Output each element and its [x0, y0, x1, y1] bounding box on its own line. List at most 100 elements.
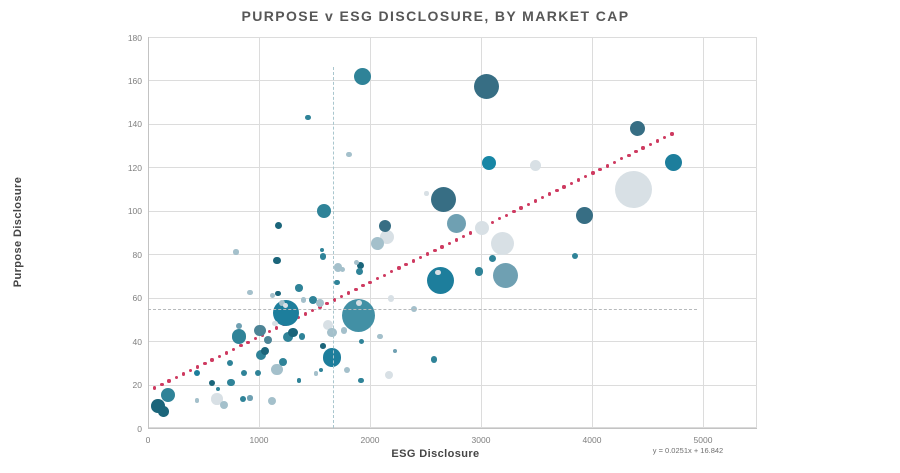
bubble	[572, 253, 579, 260]
y-tick-label: 160	[127, 75, 142, 86]
bubble	[319, 247, 325, 253]
trendline-dot	[181, 372, 186, 376]
trendline-dot	[311, 308, 315, 313]
bubble	[275, 290, 281, 296]
y-tick-label: 100	[127, 206, 142, 217]
trendline-dot	[548, 192, 552, 196]
bubble	[481, 155, 496, 170]
gridline-horizontal	[148, 341, 757, 343]
bubble	[227, 378, 235, 387]
bubble	[491, 231, 515, 255]
bubble	[358, 377, 364, 383]
x-axis-title: ESG Disclosure	[391, 448, 480, 460]
bubble	[575, 206, 593, 224]
gridline-horizontal	[148, 167, 757, 169]
bubble	[271, 363, 283, 376]
trendline-dot	[634, 150, 638, 154]
gridline-horizontal	[148, 384, 757, 386]
gridline-horizontal	[148, 254, 757, 256]
bubble	[254, 369, 262, 377]
x-axis-line	[148, 428, 757, 429]
trendline-dot	[641, 146, 645, 150]
bubble	[247, 289, 253, 295]
trendline-dot	[526, 202, 530, 207]
gridline-horizontal	[148, 80, 757, 82]
y-tick-label: 20	[132, 380, 142, 391]
trendline-dot	[591, 171, 595, 175]
trendline-dot	[325, 301, 329, 306]
trendline-dot	[648, 142, 653, 147]
trendline-equation-label: y = 0.0251x + 16.842	[652, 446, 724, 455]
bubble	[327, 327, 337, 337]
gridline-vertical	[370, 37, 371, 428]
bubble	[295, 284, 303, 292]
y-tick-label: 140	[127, 119, 142, 130]
vertical-reference-line	[332, 67, 334, 428]
trendline-dot	[354, 287, 358, 292]
bubble	[239, 395, 247, 403]
x-tick-label: 5000	[693, 435, 713, 445]
bubble	[435, 269, 441, 276]
x-tick-label: 1000	[249, 435, 269, 445]
trendline-dot	[346, 291, 351, 295]
bubble	[377, 334, 383, 340]
trendline-dot	[461, 234, 466, 239]
trendline-dot	[361, 284, 365, 288]
trendline-dot	[490, 220, 494, 224]
horizontal-reference-line	[148, 308, 698, 310]
bubble	[309, 295, 318, 304]
trendline-dot	[598, 167, 602, 172]
bubble	[233, 249, 239, 255]
bubble	[317, 203, 332, 218]
bubble	[226, 359, 234, 367]
trendline-dot	[433, 248, 437, 253]
trendline-dot	[655, 139, 660, 143]
trendline-dot	[619, 157, 624, 161]
bubble	[322, 348, 342, 367]
trendline-dot	[404, 262, 408, 267]
bubble	[320, 343, 326, 349]
bubble	[278, 300, 285, 307]
bubble	[241, 370, 247, 377]
bubble	[446, 214, 466, 234]
trendline-dot	[152, 386, 157, 390]
bubble	[615, 170, 653, 208]
bubble	[282, 331, 293, 342]
trendline-dot	[555, 188, 559, 193]
bubble	[283, 302, 289, 308]
bubble	[278, 357, 287, 366]
bubble	[269, 293, 275, 298]
gridline-horizontal	[148, 297, 757, 299]
trendline-dot	[174, 375, 178, 380]
bubble	[160, 387, 175, 402]
trendline-dot	[253, 337, 257, 341]
gridline-vertical	[259, 37, 260, 428]
trendline-dot	[167, 379, 171, 383]
trendline-dot	[562, 185, 566, 189]
bubble	[235, 322, 243, 330]
x-tick-label: 4000	[582, 435, 602, 445]
trendline-dot	[188, 368, 193, 373]
bubble	[424, 191, 429, 196]
trendline-dot	[368, 280, 372, 284]
bubble	[340, 326, 348, 334]
trendline-dot	[217, 354, 221, 359]
bubble	[194, 398, 200, 403]
bubble	[489, 255, 497, 263]
x-tick-label: 0	[145, 435, 151, 445]
bubble	[474, 267, 484, 276]
bubble	[267, 396, 276, 405]
bubble	[209, 380, 216, 387]
trendline-dot	[670, 132, 674, 136]
trendline-dot	[569, 181, 574, 186]
trendline-dot	[196, 365, 200, 369]
trendline-dot	[203, 361, 207, 366]
bubble	[255, 350, 266, 361]
trendline-dot	[512, 210, 516, 214]
bubble	[318, 367, 324, 373]
trendline-dot	[584, 174, 588, 179]
bubble	[288, 327, 298, 338]
bubble	[530, 159, 542, 171]
bubble	[343, 366, 351, 374]
bubble	[474, 221, 489, 236]
